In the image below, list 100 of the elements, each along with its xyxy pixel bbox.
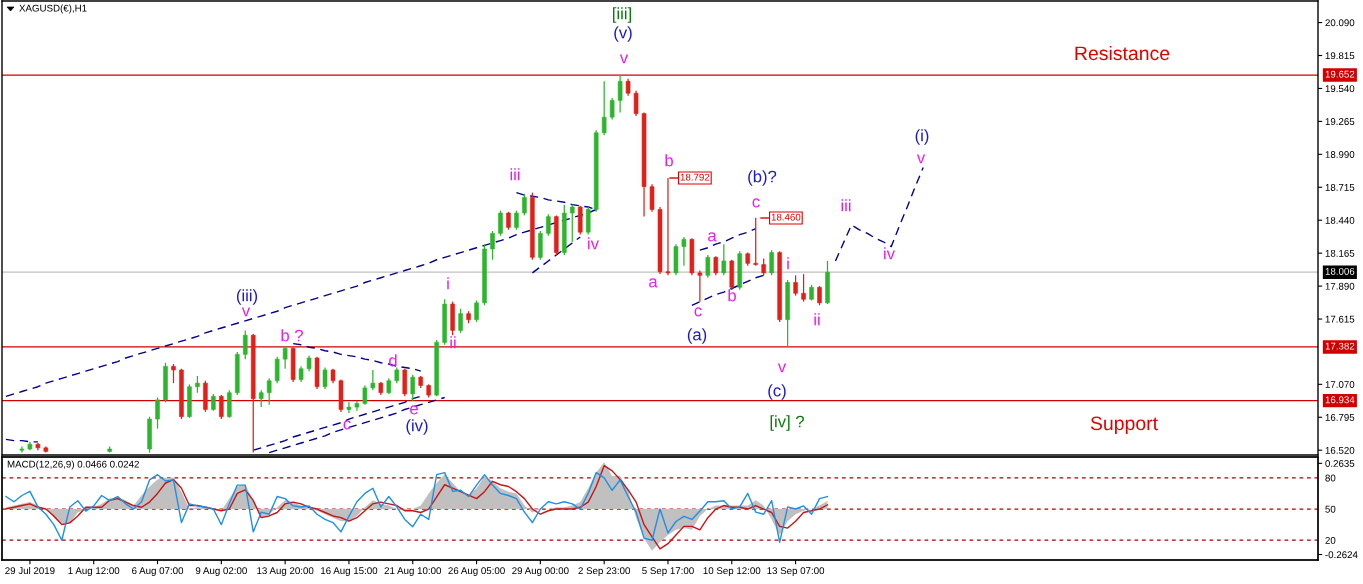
y-tick-label: 16.795 bbox=[1325, 414, 1355, 421]
chart-title: XAGUSD(€),H1 bbox=[19, 4, 87, 14]
annotation: iii bbox=[841, 199, 851, 212]
annotation: (iv) bbox=[406, 419, 428, 435]
candlestick bbox=[649, 183, 655, 213]
x-tick-label: 2 Sep 23:00 bbox=[578, 567, 631, 577]
annotation: b bbox=[665, 154, 673, 167]
candlestick bbox=[753, 217, 758, 267]
x-tick-label: 10 Sep 12:00 bbox=[703, 567, 761, 577]
line-series bbox=[292, 342, 422, 372]
ref-line-label: 17.382 bbox=[1325, 342, 1355, 350]
y-tick-label: 19.265 bbox=[1325, 118, 1355, 126]
annotation: iii bbox=[510, 168, 520, 181]
x-tick-label: 5 Sep 17:00 bbox=[642, 567, 694, 577]
candlestick bbox=[219, 394, 224, 420]
candlestick bbox=[458, 308, 463, 334]
annotation: i bbox=[447, 277, 449, 290]
candlestick bbox=[721, 243, 727, 276]
y-tick-label: 19.815 bbox=[1325, 52, 1355, 60]
line-series bbox=[5, 471, 829, 544]
y-tick-label: 18.990 bbox=[1325, 151, 1355, 158]
x-tick-label: 13 Aug 20:00 bbox=[257, 567, 314, 577]
annotation: iv bbox=[884, 247, 895, 260]
annotation: b bbox=[728, 289, 736, 302]
candlestick bbox=[601, 80, 607, 136]
x-tick-label: 16 Aug 15:00 bbox=[321, 567, 378, 577]
candlestick bbox=[697, 269, 703, 303]
candlestick bbox=[633, 90, 639, 117]
y2-tick-label: 50 bbox=[1325, 505, 1336, 513]
y-tick-label: 18.165 bbox=[1325, 249, 1355, 257]
candlestick bbox=[402, 368, 408, 397]
annotation: [iv] ? bbox=[770, 415, 804, 431]
candlestick bbox=[370, 369, 376, 391]
candlestick bbox=[242, 329, 248, 360]
candlestick bbox=[490, 230, 495, 261]
candlestick bbox=[681, 236, 687, 267]
y-tick-label: 17.615 bbox=[1325, 315, 1355, 323]
candlestick bbox=[793, 274, 798, 297]
y-tick-label: 0.2635 bbox=[1325, 460, 1355, 467]
y-tick-label: 18.715 bbox=[1325, 184, 1355, 191]
annotation: v bbox=[241, 307, 251, 317]
candlestick bbox=[362, 384, 368, 406]
annotation: ii bbox=[814, 313, 820, 326]
annotation: b ? bbox=[281, 329, 303, 342]
annotation: (iii) bbox=[236, 289, 258, 305]
annotation: v bbox=[619, 54, 629, 64]
y-tick-label: 17.890 bbox=[1325, 282, 1355, 290]
candlestick bbox=[266, 377, 272, 406]
candlestick bbox=[227, 389, 232, 419]
candlestick bbox=[585, 206, 591, 236]
candlestick bbox=[569, 204, 575, 243]
candlestick bbox=[538, 230, 543, 261]
annotation: c bbox=[343, 420, 351, 430]
candlestick bbox=[410, 374, 416, 402]
y2-tick-label: 80 bbox=[1325, 474, 1336, 482]
x-tick-label: 29 Jul 2019 bbox=[5, 566, 55, 575]
x-tick-label: 21 Aug 10:00 bbox=[384, 567, 442, 577]
candlestick bbox=[514, 210, 519, 231]
y-tick-label: -0.2624 bbox=[1325, 551, 1358, 559]
x-tick-label: 29 Aug 00:00 bbox=[512, 567, 569, 577]
candlestick bbox=[346, 401, 352, 414]
y-tick-label: 18.440 bbox=[1325, 216, 1355, 224]
candlestick bbox=[474, 299, 479, 323]
annotation: c bbox=[694, 307, 702, 317]
candlestick bbox=[705, 254, 711, 279]
annotation: (a) bbox=[687, 328, 707, 344]
x-tick-label: 13 Sep 07:00 bbox=[767, 567, 825, 577]
annotation: i bbox=[787, 257, 789, 270]
annotation: [iii] bbox=[613, 7, 631, 23]
candlestick bbox=[322, 366, 328, 390]
annotation: (i) bbox=[915, 129, 929, 145]
y-tick-label: 19.540 bbox=[1325, 85, 1355, 93]
annotation: (b)? bbox=[748, 170, 777, 186]
candlestick bbox=[713, 255, 719, 276]
ref-line-label: 19.652 bbox=[1325, 70, 1355, 78]
candlestick bbox=[155, 396, 160, 430]
candlestick bbox=[769, 249, 774, 276]
annotation: ii bbox=[450, 336, 456, 349]
annotation: iv bbox=[588, 237, 599, 250]
candlestick bbox=[522, 193, 527, 217]
y2-tick-label: 20 bbox=[1325, 536, 1336, 544]
candlestick bbox=[617, 74, 623, 114]
candlestick bbox=[546, 213, 551, 237]
candlestick bbox=[171, 363, 176, 384]
x-tick-label: 9 Aug 02:00 bbox=[195, 567, 247, 577]
annotation: Support bbox=[1090, 416, 1158, 435]
annotation: v bbox=[916, 154, 926, 164]
chart-title: MACD(12,26,9) 0.0466 0.0242 bbox=[7, 460, 139, 470]
y-tick-label: 16.520 bbox=[1325, 446, 1355, 454]
x-tick-label: 6 Aug 07:00 bbox=[132, 567, 184, 577]
annotation: e bbox=[410, 405, 418, 415]
candlestick bbox=[274, 356, 280, 384]
annotation: d bbox=[389, 354, 397, 367]
ref-line-label: 18.006 bbox=[1325, 267, 1355, 275]
y-tick-label: 20.090 bbox=[1325, 19, 1355, 27]
candlestick bbox=[498, 210, 503, 237]
x-tick-label: 1 Aug 12:00 bbox=[68, 567, 120, 577]
annotation: v bbox=[777, 363, 787, 373]
x-tick-label: 26 Aug 05:00 bbox=[448, 567, 505, 577]
annotation: c bbox=[752, 198, 760, 208]
